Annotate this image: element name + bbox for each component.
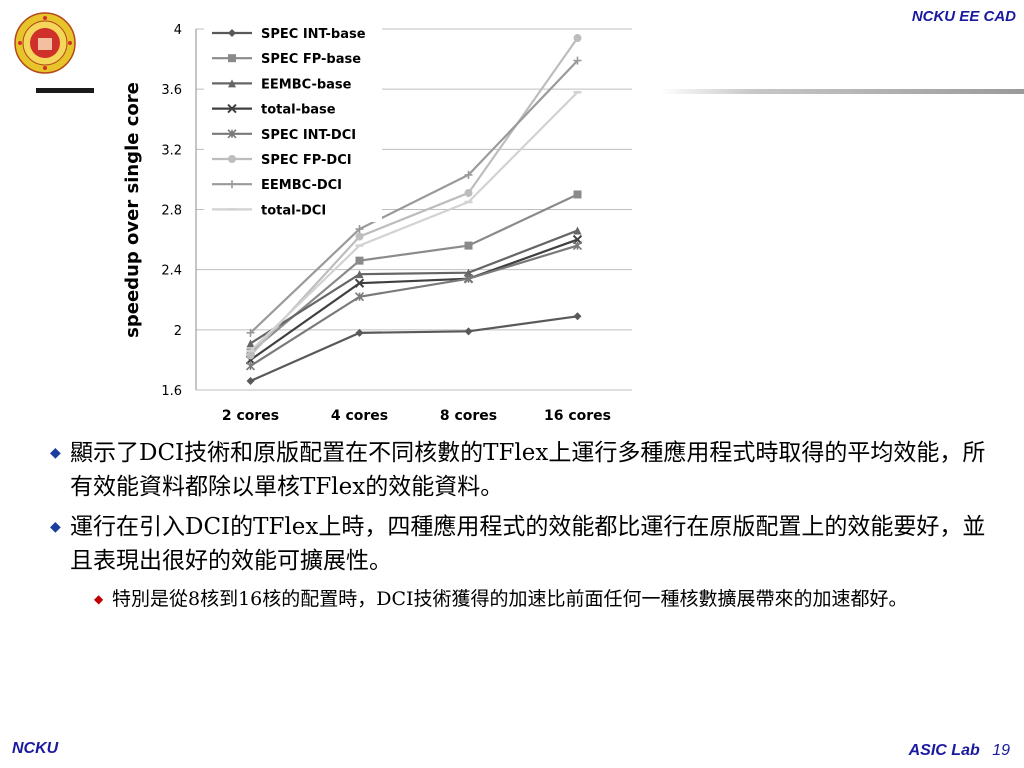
legend-label: SPEC INT-DCI	[261, 128, 356, 143]
diamond-bullet-icon: ◆	[50, 445, 61, 461]
data-point	[572, 241, 583, 251]
data-point	[227, 103, 237, 114]
decor-right-bar	[660, 89, 1024, 94]
series-line	[249, 238, 578, 361]
data-point	[573, 312, 582, 321]
data-point	[464, 268, 473, 277]
data-point	[355, 225, 364, 234]
data-point	[246, 376, 255, 385]
legend-entry: SPEC FP-base	[212, 52, 361, 67]
data-point	[464, 241, 473, 250]
legend-entry: SPEC INT-base	[212, 27, 366, 42]
data-point	[228, 180, 236, 189]
bullet-item: ◆ 運行在引入DCI的TFlex上時，四種應用程式的效能都比運行在原版配置上的效…	[48, 510, 998, 578]
data-point	[463, 274, 474, 284]
series-line	[249, 59, 579, 334]
y-tick-label: 2	[174, 324, 182, 339]
data-point	[227, 129, 237, 139]
x-tick-label: 16 cores	[544, 408, 611, 424]
data-point	[464, 327, 473, 336]
legend-label: SPEC FP-DCI	[261, 153, 352, 168]
series-group	[246, 90, 582, 353]
legend-entry: EEMBC-DCI	[212, 178, 342, 193]
legend-label: total-DCI	[261, 203, 326, 218]
legend-box	[204, 19, 382, 222]
series-line	[250, 315, 578, 382]
data-point	[355, 270, 364, 279]
legend-entry: SPEC INT-DCI	[212, 128, 356, 143]
data-point	[228, 155, 236, 163]
data-point	[246, 351, 255, 360]
data-point	[245, 361, 256, 371]
x-tick-label: 2 cores	[222, 408, 279, 424]
diamond-bullet-icon: ◆	[50, 519, 61, 535]
decor-left-bar	[36, 88, 94, 93]
data-point	[464, 188, 473, 197]
x-tick-label: 8 cores	[440, 408, 497, 424]
series-line	[249, 229, 578, 345]
data-point	[355, 256, 364, 265]
legend-label: SPEC FP-base	[261, 52, 361, 67]
series-group	[245, 241, 583, 371]
series-group	[245, 234, 583, 365]
legend-entry: SPEC FP-DCI	[212, 153, 352, 168]
y-tick-label: 3.2	[161, 143, 182, 158]
y-tick-label: 2.8	[161, 204, 182, 219]
legend-label: SPEC INT-base	[261, 27, 366, 42]
series-group	[246, 34, 582, 360]
footer-right: ASIC Lab 19	[909, 742, 1010, 760]
series-group	[246, 56, 582, 337]
data-point	[228, 54, 236, 63]
university-seal-logo	[14, 12, 76, 74]
series-line	[249, 244, 578, 367]
data-point	[246, 328, 255, 337]
data-point	[573, 226, 582, 235]
data-point	[355, 232, 364, 241]
legend-entry: total-DCI	[212, 203, 326, 218]
y-axis-label: speedup over single core	[122, 82, 143, 338]
data-point	[573, 34, 582, 43]
footer-left-label: NCKU	[12, 740, 59, 757]
sub-bullet-item: ◆ 特別是從8核到16核的配置時，DCI技術獲得的加速比前面任何一種核數擴展帶來…	[92, 584, 998, 614]
series-group	[246, 312, 582, 385]
y-tick-label: 4	[174, 23, 182, 38]
legend-label: EEMBC-DCI	[261, 178, 342, 193]
data-point	[354, 292, 365, 302]
diamond-bullet-icon: ◆	[94, 592, 104, 606]
legend-label: EEMBC-base	[261, 77, 352, 92]
series-line	[249, 91, 579, 352]
data-point	[246, 339, 255, 348]
speedup-chart: 1.6 2 2.4 2.8 3.2 3.6 4 2 cores 4 cores 8 cores 1…	[122, 19, 632, 424]
data-point	[355, 328, 364, 337]
legend-label: total-base	[261, 103, 336, 118]
series-line	[249, 193, 578, 354]
page-number: 19	[992, 742, 1010, 759]
header-brand: NCKU EE CAD	[911, 8, 1016, 25]
y-tick-label: 1.6	[161, 384, 182, 399]
x-tick-label: 4 cores	[331, 408, 388, 424]
sub-bullet-text: 特別是從8核到16核的配置時，DCI技術獲得的加速比前面任何一種核數擴展帶來的加…	[112, 588, 908, 610]
y-tick-label: 2.4	[161, 264, 182, 279]
footer-lab-label: ASIC Lab	[908, 742, 980, 759]
data-point	[228, 79, 236, 88]
data-point	[573, 190, 582, 199]
series-line	[249, 37, 579, 357]
bullet-list: ◆ 顯示了DCI技術和原版配置在不同核數的TFlex上運行多種應用程式時取得的平…	[48, 436, 998, 614]
legend-entry: total-base	[212, 103, 336, 118]
data-point	[228, 29, 236, 37]
data-point	[464, 170, 473, 179]
bullet-text: 顯示了DCI技術和原版配置在不同核數的TFlex上運行多種應用程式時取得的平均效…	[70, 440, 986, 500]
y-tick-label: 3.6	[161, 83, 182, 98]
data-point	[354, 278, 365, 288]
data-point	[573, 56, 582, 65]
legend-entry: EEMBC-base	[212, 77, 352, 92]
bullet-item: ◆ 顯示了DCI技術和原版配置在不同核數的TFlex上運行多種應用程式時取得的平…	[48, 436, 998, 504]
series-group	[246, 226, 582, 348]
bullet-text: 運行在引入DCI的TFlex上時，四種應用程式的效能都比運行在原版配置上的效能要…	[70, 514, 986, 574]
